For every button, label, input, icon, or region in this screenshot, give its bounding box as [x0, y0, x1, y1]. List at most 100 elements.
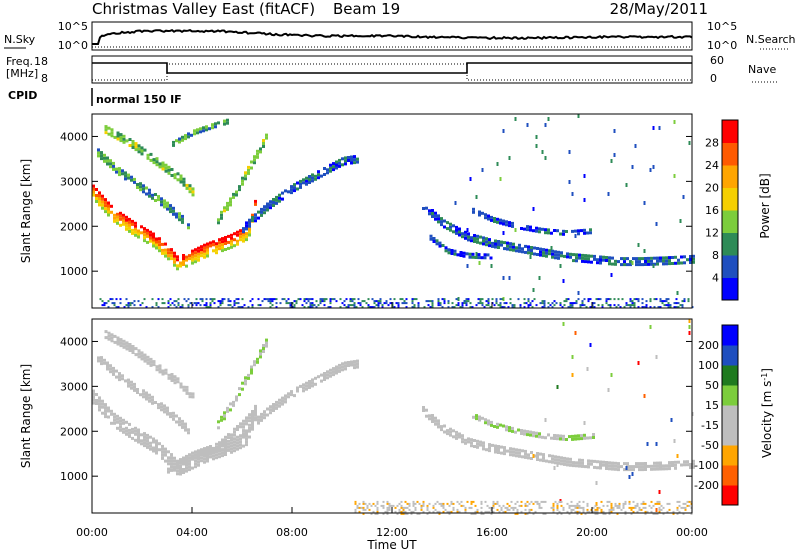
data-cell — [539, 458, 542, 462]
data-cell — [122, 421, 125, 425]
data-feature-scatter — [532, 319, 694, 512]
data-cell — [248, 224, 251, 228]
data-cell — [394, 506, 397, 509]
data-cell — [440, 217, 443, 221]
data-cell — [151, 401, 154, 405]
data-cell — [109, 298, 112, 301]
data-cell — [266, 202, 269, 206]
data-cell — [577, 114, 580, 118]
data-cell — [608, 259, 611, 263]
data-cell — [662, 262, 665, 266]
data-cell — [179, 461, 182, 465]
data-cell — [524, 502, 527, 505]
data-cell — [273, 298, 276, 301]
data-cell — [347, 361, 350, 364]
data-cell — [692, 254, 695, 258]
data-cell — [241, 176, 244, 180]
data-cell — [140, 146, 144, 150]
data-cell — [426, 506, 429, 509]
data-cell — [470, 502, 473, 505]
data-cell — [484, 216, 487, 220]
data-cell — [173, 465, 176, 469]
data-cell — [218, 244, 221, 248]
data-cell — [549, 304, 552, 307]
data-cell — [500, 240, 503, 244]
data-cell — [267, 298, 270, 301]
data-cell — [131, 427, 134, 431]
data-cell — [615, 306, 618, 309]
data-cell — [164, 166, 168, 170]
data-cell — [185, 391, 189, 395]
data-cell — [321, 298, 324, 301]
data-cell — [683, 460, 686, 464]
data-cell — [125, 341, 129, 345]
data-cell — [146, 231, 149, 235]
data-cell — [221, 249, 224, 253]
data-cell — [170, 456, 173, 460]
data-cell — [104, 336, 108, 340]
data-cell — [492, 506, 495, 509]
data-cell — [305, 381, 308, 385]
data-cell — [104, 415, 107, 419]
data-cell — [118, 167, 121, 171]
data-cell — [265, 338, 268, 342]
data-cell — [578, 256, 581, 260]
data-cell — [319, 300, 322, 303]
data-cell — [170, 462, 173, 466]
data-cell — [584, 260, 587, 264]
data-cell — [554, 500, 557, 503]
data-cell — [411, 298, 414, 301]
data-cell — [115, 369, 118, 373]
data-cell — [143, 441, 146, 445]
data-cell — [382, 500, 385, 503]
data-cell — [560, 504, 563, 507]
data-cell — [260, 210, 263, 214]
data-cell — [569, 304, 572, 307]
data-cell — [628, 475, 631, 479]
data-cell — [689, 258, 692, 261]
data-cell — [130, 386, 133, 390]
colorbar-swatch — [722, 165, 738, 188]
data-cell — [496, 425, 499, 429]
data-cell — [303, 300, 306, 303]
data-cell — [611, 461, 614, 465]
data-feature-band — [92, 184, 257, 271]
data-cell — [211, 123, 214, 127]
data-cell — [388, 502, 391, 505]
data-cell — [538, 504, 541, 507]
data-cell — [199, 127, 202, 131]
data-cell — [95, 402, 98, 405]
data-cell — [586, 436, 589, 440]
data-cell — [214, 125, 217, 129]
data-cell — [185, 300, 188, 303]
x-tick-label: 04:00 — [176, 526, 208, 539]
data-cell — [245, 232, 248, 236]
data-cell — [356, 506, 359, 509]
data-cell — [119, 217, 122, 221]
data-cell — [254, 199, 257, 203]
data-cell — [212, 454, 215, 458]
data-cell — [139, 393, 142, 397]
data-cell — [134, 230, 137, 234]
data-cell — [152, 437, 155, 441]
data-cell — [562, 229, 565, 233]
data-cell — [578, 500, 581, 503]
data-cell — [516, 512, 519, 515]
data-cell — [629, 465, 632, 469]
data-cell — [658, 126, 661, 130]
data-cell — [131, 351, 135, 354]
data-cell — [422, 406, 425, 409]
data-cell — [647, 256, 650, 260]
colorbar-tick-label: -100 — [694, 459, 719, 472]
data-cell — [149, 233, 152, 237]
data-cell — [233, 238, 236, 242]
data-cell — [170, 251, 173, 255]
data-cell — [474, 512, 477, 515]
data-cell — [633, 304, 636, 307]
data-cell — [185, 388, 189, 392]
data-cell — [140, 149, 144, 153]
data-cell — [446, 502, 449, 505]
data-cell — [386, 502, 389, 505]
data-cell — [526, 430, 529, 434]
data-cell — [655, 508, 658, 512]
